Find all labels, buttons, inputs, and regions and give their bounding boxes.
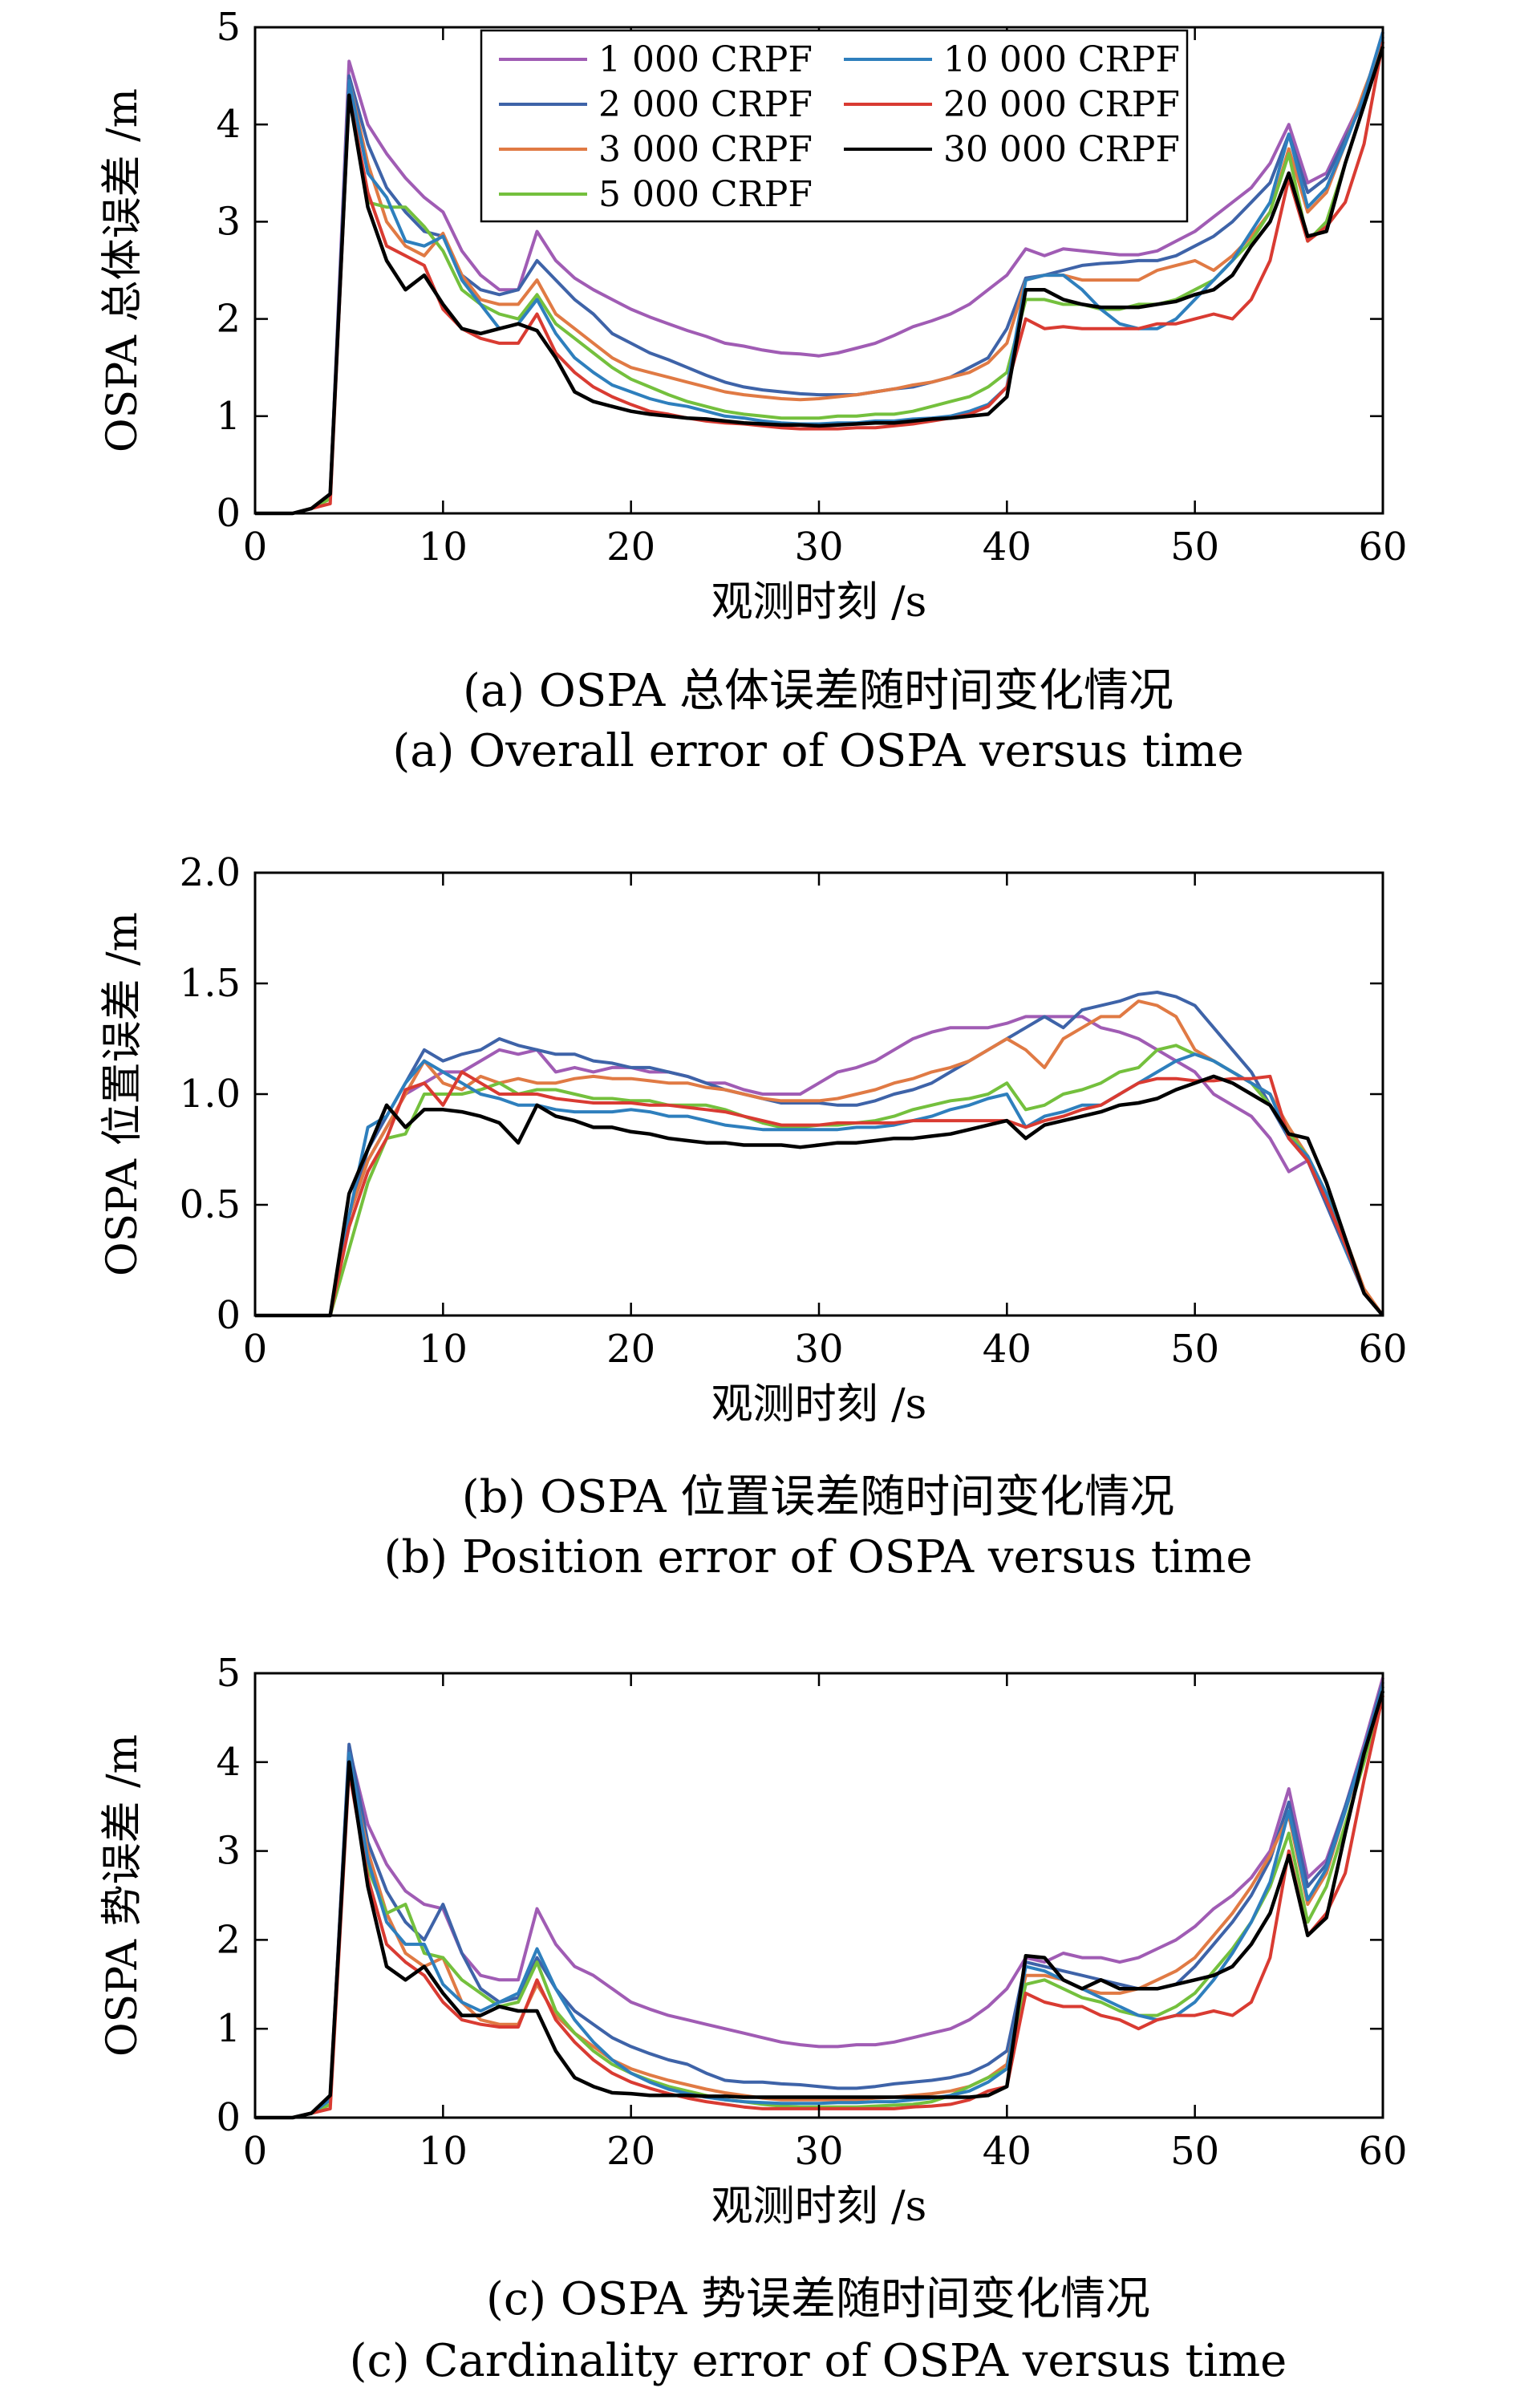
legend-box <box>480 29 1189 223</box>
legend-label: 10 000 CRPF <box>943 39 1180 80</box>
panel-a-overall-error: 0 10 20 30 40 50 60 0 1 2 3 4 5 观测时刻 /s OSPA 总体误差 /m 1 … <box>99 5 1408 626</box>
series-line-3-000-crpf <box>255 41 1384 515</box>
y-axis-label: OSPA 位置误差 /m <box>99 912 147 1276</box>
series-line-2-000-crpf <box>255 991 1384 1317</box>
x-tick-label: 10 <box>419 525 468 570</box>
legend-label: 20 000 CRPF <box>943 84 1180 125</box>
x-tick-label: 60 <box>1358 2129 1407 2174</box>
x-tick-label: 30 <box>794 525 843 570</box>
y-tick-label: 5 <box>216 1651 241 1696</box>
y-tick-label: 4 <box>216 1740 241 1785</box>
panel-c-cardinality-error: 0 10 20 30 40 50 60 0 1 2 3 4 5 观测时刻 /s OSPA 势误差 /m <box>99 1651 1408 2231</box>
x-tick-label: 10 <box>419 1327 468 1372</box>
legend-label: 3 000 CRPF <box>598 129 813 170</box>
x-tick-label: 60 <box>1358 525 1407 570</box>
panel-b-position-error: 0 10 20 30 40 50 60 0 0.5 1.0 1.5 2.0 观测时刻 /s OSPA 位置… <box>99 850 1408 1429</box>
series-line-10-000-crpf <box>255 1052 1384 1317</box>
y-tick-label: 2 <box>216 1917 241 1962</box>
y-tick-label: 0 <box>216 2095 241 2140</box>
caption-b-cn: (b) OSPA 位置误差随时间变化情况 <box>462 1471 1174 1523</box>
series-line-1-000-crpf <box>255 1676 1384 2119</box>
series-line-20-000-crpf <box>255 1070 1384 1317</box>
y-tick-label: 4 <box>216 102 241 147</box>
caption-b-en: (b) Position error of OSPA versus time <box>384 1531 1253 1583</box>
plot-frame <box>253 1672 1384 2119</box>
series-line-30-000-crpf <box>255 46 1385 516</box>
x-axis-label: 观测时刻 /s <box>711 578 927 626</box>
caption-a-cn: (a) OSPA 总体误差随时间变化情况 <box>463 665 1173 717</box>
x-tick-label: 20 <box>606 2129 655 2174</box>
y-tick-label: 3 <box>216 1829 241 1874</box>
series-line-10-000-crpf <box>255 1686 1384 2119</box>
series-line-1-000-crpf <box>255 31 1384 515</box>
x-tick-label: 10 <box>419 2129 468 2174</box>
legend-label: 2 000 CRPF <box>598 84 813 125</box>
x-axis-label: 观测时刻 /s <box>711 2183 927 2231</box>
y-tick-label: 2.0 <box>180 850 241 895</box>
y-tick-label: 1.5 <box>180 961 241 1006</box>
x-tick-label: 30 <box>794 1327 843 1372</box>
series-line-5-000-crpf <box>255 46 1384 515</box>
y-tick-label: 1 <box>216 394 241 439</box>
caption-a-en: (a) Overall error of OSPA versus time <box>392 725 1243 777</box>
x-axis-label: 观测时刻 /s <box>711 1380 927 1429</box>
y-tick-label: 2 <box>216 297 241 342</box>
series-line-20-000-crpf <box>255 41 1384 515</box>
x-tick-label: 30 <box>794 2129 843 2174</box>
series-line-10-000-crpf <box>255 31 1384 515</box>
x-tick-label: 40 <box>983 1327 1032 1372</box>
y-axis-label: OSPA 总体误差 /m <box>99 88 147 452</box>
x-tick-label: 50 <box>1170 2129 1219 2174</box>
series-line-5-000-crpf <box>255 1044 1384 1317</box>
x-tick-label: 0 <box>243 2129 268 2174</box>
x-tick-label: 50 <box>1170 1327 1219 1372</box>
y-tick-label: 0 <box>216 491 241 536</box>
legend-label: 1 000 CRPF <box>598 39 813 80</box>
x-tick-label: 60 <box>1358 1327 1407 1372</box>
caption-c-cn: (c) OSPA 势误差随时间变化情况 <box>486 2273 1150 2325</box>
series-line-3-000-crpf <box>255 1686 1384 2119</box>
y-tick-label: 0 <box>216 1293 241 1338</box>
series-line-2-000-crpf <box>255 1681 1384 2119</box>
x-tick-label: 50 <box>1170 525 1219 570</box>
y-tick-label: 3 <box>216 199 241 244</box>
y-tick-label: 0.5 <box>180 1182 241 1227</box>
x-tick-label: 40 <box>983 2129 1032 2174</box>
y-tick-label: 1 <box>216 2006 241 2051</box>
series-line-30-000-crpf <box>255 1690 1385 2120</box>
y-tick-label: 1.0 <box>180 1072 241 1117</box>
legend-label: 5 000 CRPF <box>598 174 813 215</box>
caption-c-en: (c) Cardinality error of OSPA versus tim… <box>350 2335 1287 2387</box>
y-tick-label: 5 <box>216 5 241 50</box>
x-tick-label: 20 <box>606 1327 655 1372</box>
series-line-20-000-crpf <box>255 1695 1384 2119</box>
y-axis-label: OSPA 势误差 /m <box>99 1734 147 2057</box>
x-tick-label: 0 <box>243 525 268 570</box>
series-line-30-000-crpf <box>255 1074 1384 1318</box>
x-tick-label: 40 <box>983 525 1032 570</box>
x-tick-label: 20 <box>606 525 655 570</box>
series-line-3-000-crpf <box>255 999 1384 1317</box>
legend-label: 30 000 CRPF <box>943 129 1180 170</box>
x-tick-label: 0 <box>243 1327 268 1372</box>
